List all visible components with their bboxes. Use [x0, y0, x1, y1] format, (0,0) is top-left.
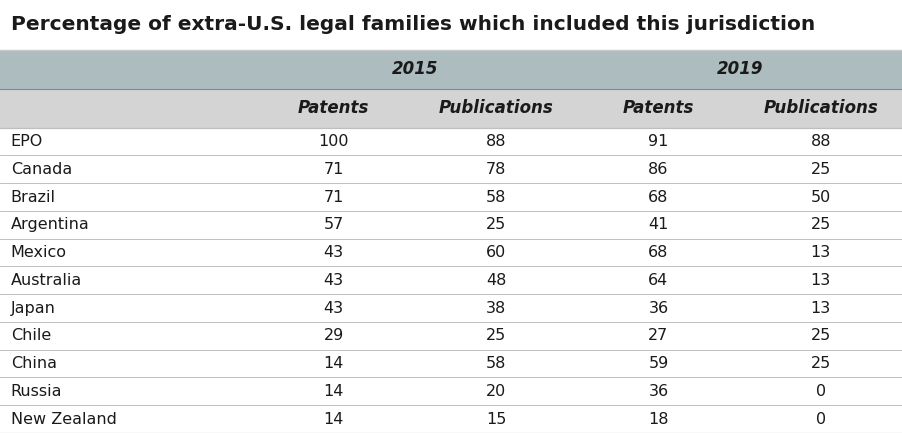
Text: 14: 14: [324, 356, 344, 371]
Bar: [0, 294, 902, 322]
Text: 88: 88: [811, 134, 831, 149]
Text: Canada: Canada: [11, 162, 72, 177]
Bar: [0, 50, 902, 89]
Text: 50: 50: [811, 190, 831, 205]
Text: 36: 36: [649, 301, 668, 316]
Text: 68: 68: [649, 245, 668, 260]
Text: Japan: Japan: [11, 301, 56, 316]
Text: Percentage of extra-U.S. legal families which included this jurisdiction: Percentage of extra-U.S. legal families …: [11, 16, 815, 34]
Text: 100: 100: [318, 134, 349, 149]
Text: 60: 60: [486, 245, 506, 260]
Bar: [0, 155, 902, 183]
Text: 43: 43: [324, 273, 344, 288]
Text: 41: 41: [649, 217, 668, 233]
Text: 88: 88: [486, 134, 506, 149]
Text: 13: 13: [811, 245, 831, 260]
Text: 2019: 2019: [716, 60, 763, 78]
Text: 15: 15: [486, 412, 506, 427]
Text: 71: 71: [324, 190, 344, 205]
Bar: [0, 266, 902, 294]
Text: 14: 14: [324, 384, 344, 399]
Text: Australia: Australia: [11, 273, 82, 288]
Text: 29: 29: [324, 328, 344, 343]
Text: 91: 91: [649, 134, 668, 149]
Text: 78: 78: [486, 162, 506, 177]
Text: 2015: 2015: [391, 60, 438, 78]
Bar: [0, 128, 902, 155]
Text: Publications: Publications: [763, 99, 879, 117]
Text: Publications: Publications: [438, 99, 554, 117]
Text: 25: 25: [811, 356, 831, 371]
Text: 86: 86: [649, 162, 668, 177]
Text: 43: 43: [324, 245, 344, 260]
Text: 25: 25: [486, 217, 506, 233]
Text: 38: 38: [486, 301, 506, 316]
Text: Chile: Chile: [11, 328, 51, 343]
Text: 27: 27: [649, 328, 668, 343]
Text: 71: 71: [324, 162, 344, 177]
Text: Patents: Patents: [298, 99, 370, 117]
Bar: [0, 378, 902, 405]
Bar: [0, 89, 902, 128]
Text: Mexico: Mexico: [11, 245, 67, 260]
Text: 58: 58: [486, 190, 506, 205]
Text: Russia: Russia: [11, 384, 62, 399]
Text: 18: 18: [649, 412, 668, 427]
Text: 48: 48: [486, 273, 506, 288]
Text: 58: 58: [486, 356, 506, 371]
Bar: [0, 350, 902, 378]
Bar: [0, 322, 902, 350]
Bar: [0, 405, 902, 433]
Text: Argentina: Argentina: [11, 217, 89, 233]
Text: 43: 43: [324, 301, 344, 316]
Bar: [0, 239, 902, 266]
Bar: [0, 183, 902, 211]
Text: 0: 0: [815, 384, 826, 399]
Text: 59: 59: [649, 356, 668, 371]
Text: 68: 68: [649, 190, 668, 205]
Bar: [0, 0, 902, 50]
Text: 25: 25: [486, 328, 506, 343]
Text: 36: 36: [649, 384, 668, 399]
Text: 25: 25: [811, 217, 831, 233]
Text: 13: 13: [811, 273, 831, 288]
Text: New Zealand: New Zealand: [11, 412, 116, 427]
Text: 13: 13: [811, 301, 831, 316]
Text: EPO: EPO: [11, 134, 43, 149]
Text: Patents: Patents: [622, 99, 695, 117]
Text: 57: 57: [324, 217, 344, 233]
Bar: [0, 211, 902, 239]
Text: 64: 64: [649, 273, 668, 288]
Text: 20: 20: [486, 384, 506, 399]
Text: 25: 25: [811, 328, 831, 343]
Text: Brazil: Brazil: [11, 190, 56, 205]
Text: 0: 0: [815, 412, 826, 427]
Text: 14: 14: [324, 412, 344, 427]
Text: China: China: [11, 356, 57, 371]
Text: 25: 25: [811, 162, 831, 177]
